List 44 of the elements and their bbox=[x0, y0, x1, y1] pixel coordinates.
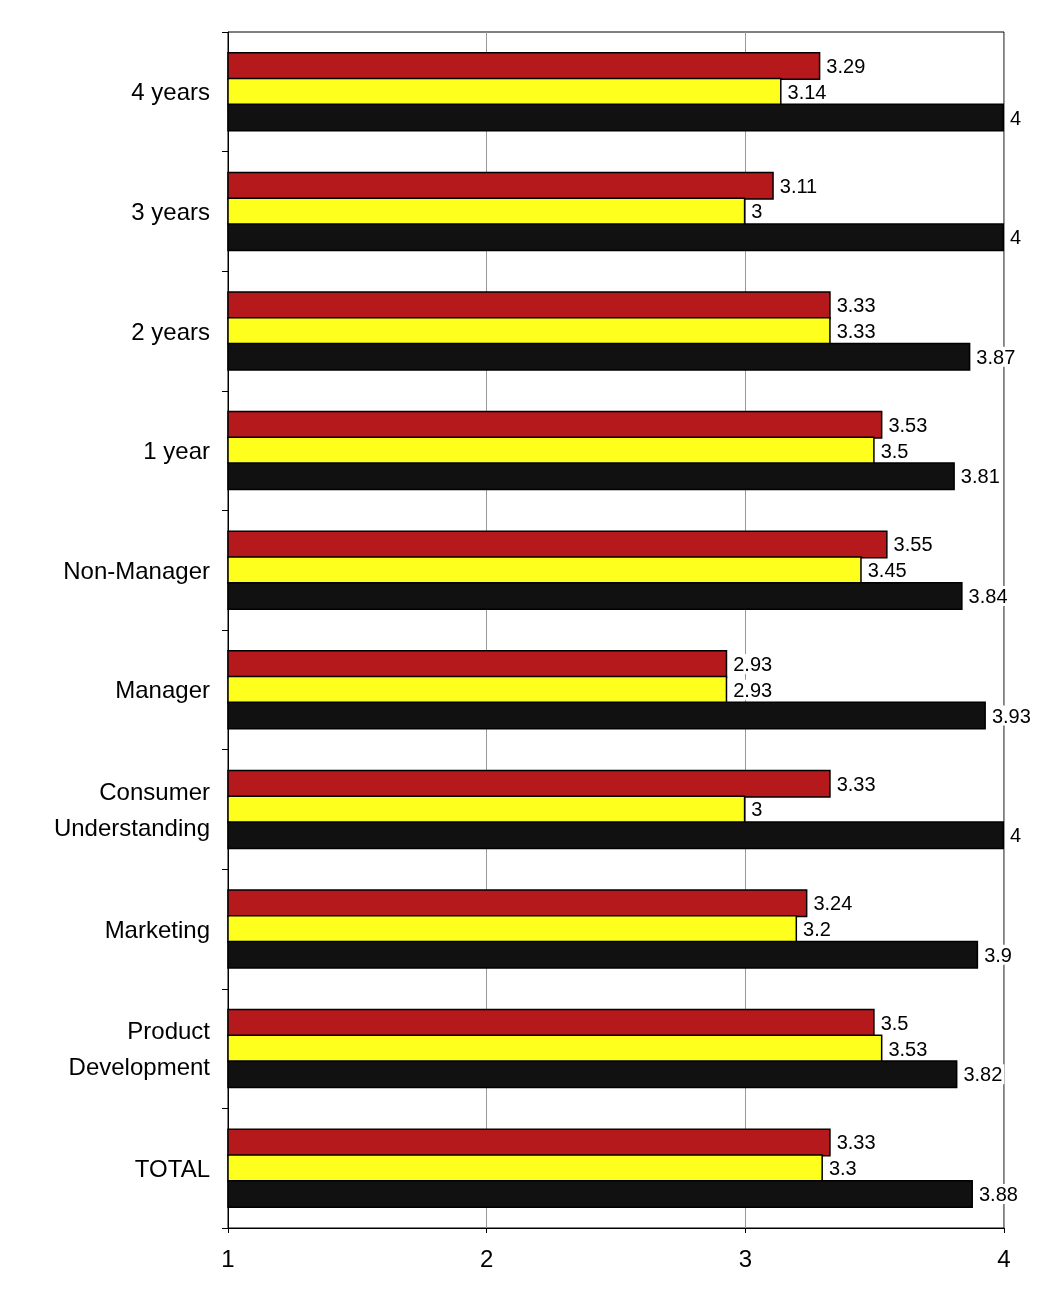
data-label: 3.53 bbox=[888, 1037, 928, 1060]
data-label: 3.5 bbox=[880, 1011, 909, 1034]
data-label: 4 bbox=[1010, 226, 1022, 249]
y-tick-label: 4 years bbox=[131, 78, 210, 106]
data-label: 3.29 bbox=[826, 55, 866, 78]
data-label: 3.33 bbox=[836, 1131, 876, 1154]
data-label: 4 bbox=[1010, 824, 1022, 847]
x-tick-label: 2 bbox=[479, 1244, 494, 1272]
data-label: 3.33 bbox=[836, 294, 876, 317]
y-tick-label: Manager bbox=[115, 676, 210, 704]
data-label: 3.55 bbox=[893, 533, 933, 556]
data-label: 3.82 bbox=[963, 1063, 1003, 1086]
data-label: 3.2 bbox=[803, 918, 831, 940]
data-label: 3.53 bbox=[888, 413, 928, 436]
data-label: 3.24 bbox=[813, 892, 853, 915]
data-label: 3.14 bbox=[787, 80, 827, 103]
data-label: 3.88 bbox=[978, 1182, 1018, 1205]
x-tick-label: 1 bbox=[221, 1244, 235, 1272]
data-label: 3.11 bbox=[779, 174, 818, 197]
data-label: 2.93 bbox=[733, 678, 773, 701]
data-label: 3.84 bbox=[968, 584, 1008, 607]
y-tick-label: Marketing bbox=[104, 915, 210, 943]
data-label: 3.45 bbox=[867, 559, 907, 582]
data-label: 3.5 bbox=[880, 439, 909, 462]
data-label: 3 bbox=[751, 200, 763, 223]
y-tick-label: 1 year bbox=[143, 437, 211, 465]
y-tick-label: TOTAL bbox=[134, 1154, 210, 1182]
data-label: 3.87 bbox=[976, 345, 1016, 368]
y-tick-label: 2 years bbox=[131, 317, 210, 345]
x-tick-label: 4 bbox=[997, 1244, 1011, 1272]
data-label: 3.3 bbox=[828, 1157, 857, 1180]
data-label: 3.93 bbox=[991, 704, 1031, 727]
data-label: 2.93 bbox=[733, 653, 773, 676]
data-label: 3.33 bbox=[836, 320, 876, 342]
y-tick-label: Product Development bbox=[68, 1017, 211, 1081]
data-label: 4 bbox=[1010, 106, 1022, 129]
data-label: 3.33 bbox=[836, 772, 876, 795]
data-label: 3.9 bbox=[984, 943, 1012, 966]
data-label: 3.81 bbox=[960, 465, 1000, 488]
y-tick-label: Non-Manager bbox=[63, 556, 210, 584]
y-tick-label: 3 years bbox=[131, 197, 210, 225]
data-label: 3 bbox=[751, 798, 763, 821]
y-tick-label: Consumer Understanding bbox=[53, 777, 210, 841]
x-tick-label: 3 bbox=[738, 1244, 753, 1272]
